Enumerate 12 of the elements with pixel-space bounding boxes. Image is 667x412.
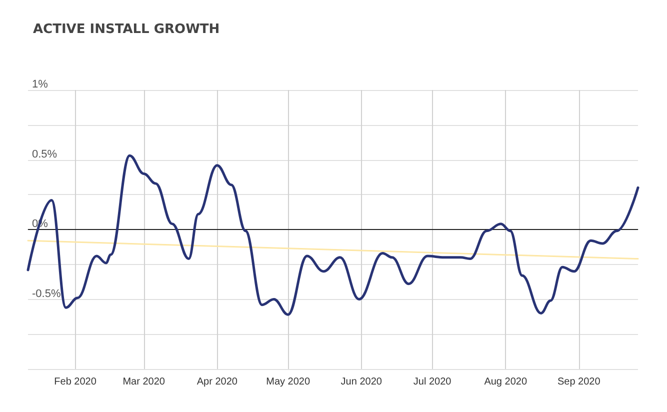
x-tick-label: Jun 2020 — [340, 376, 382, 388]
x-tick-label: Feb 2020 — [54, 376, 97, 388]
y-tick-label: 1% — [32, 78, 48, 90]
x-tick-label: Sep 2020 — [557, 376, 601, 388]
y-tick-label: -0.5% — [32, 288, 61, 300]
y-tick-label: 0.5% — [32, 148, 58, 160]
x-tick-label: Aug 2020 — [484, 376, 528, 388]
x-tick-label: Mar 2020 — [122, 376, 166, 388]
x-tick-label: Apr 2020 — [196, 376, 238, 388]
chart-title: ACTIVE INSTALL GROWTH — [33, 22, 220, 37]
x-tick-label: Jul 2020 — [413, 376, 452, 388]
x-tick-label: May 2020 — [266, 376, 310, 388]
